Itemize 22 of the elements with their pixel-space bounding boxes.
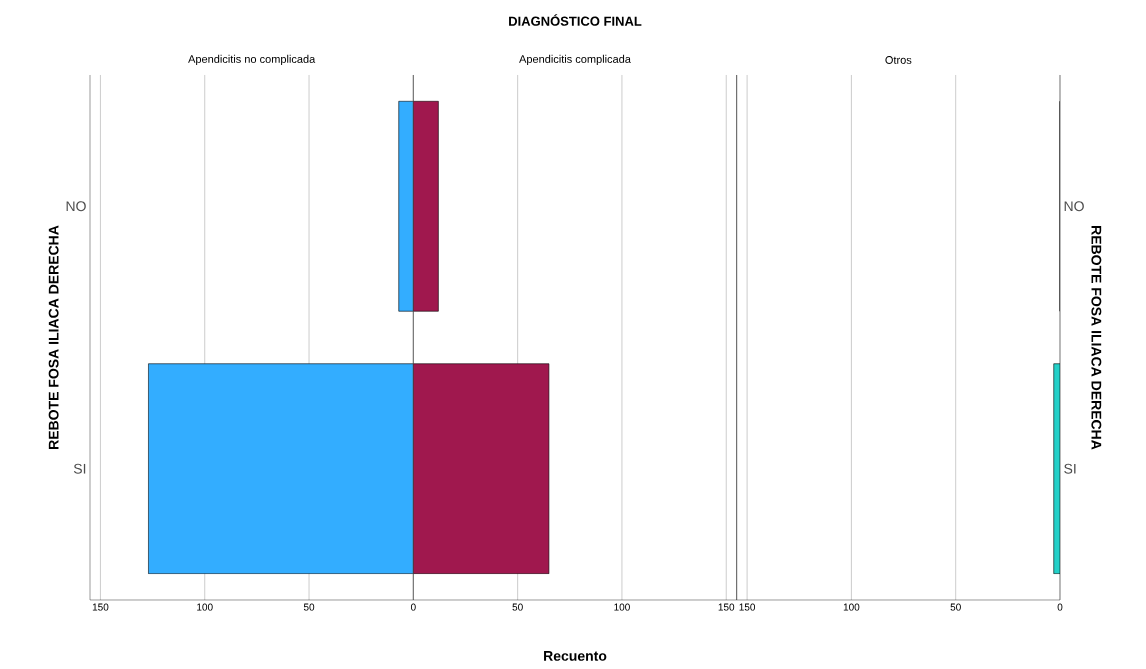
chart-subtitle: Apendicitis no complicada — [188, 54, 316, 66]
y-tick-label: NO — [66, 201, 86, 212]
x-tick-label: 100 — [843, 603, 860, 611]
y-tick-label: NO — [1064, 201, 1084, 212]
x-axis-title: Recuento — [544, 651, 607, 661]
x-tick-label: 100 — [197, 603, 213, 611]
x-tick-label: 50 — [950, 603, 961, 611]
x-tick-label: 150 — [718, 603, 735, 611]
x-tick-label: 0 — [1057, 603, 1063, 611]
y-tick-label: SI — [73, 463, 86, 474]
x-tick-label: 50 — [512, 603, 523, 611]
y2-axis-title: REBOTE FOSA ILIACA DERECHA — [1091, 226, 1102, 450]
x-tick-label: 0 — [410, 603, 416, 611]
x-tick-label: 150 — [739, 603, 756, 611]
y-tick-label: SI — [1064, 463, 1076, 474]
x-tick-label: 100 — [614, 603, 630, 611]
chart-title: DIAGNÓSTICO FINAL — [509, 14, 642, 26]
x-tick-label: 50 — [303, 603, 315, 611]
y-axis-title: REBOTE FOSA ILIACA DERECHA — [48, 225, 59, 449]
chart-subtitle: Apendicitis complicada — [519, 54, 631, 66]
chart-subtitle: Otros — [885, 56, 912, 64]
x-tick-label: 150 — [92, 603, 109, 611]
